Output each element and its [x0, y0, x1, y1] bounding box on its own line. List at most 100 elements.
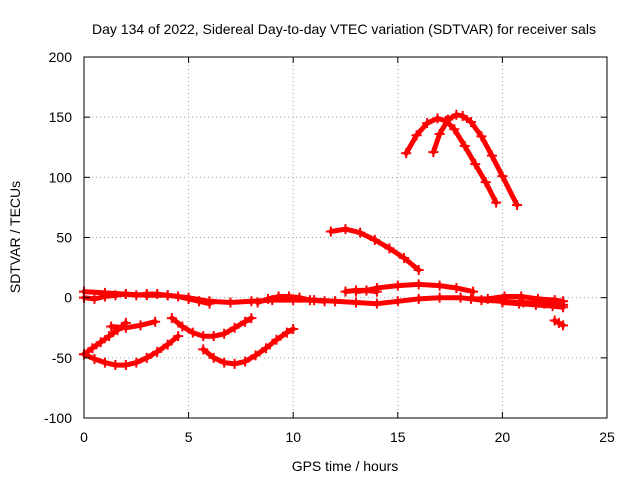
- data-point: [413, 293, 424, 304]
- x-tick-label: 25: [599, 429, 615, 445]
- series-line: [81, 333, 181, 368]
- data-point: [104, 331, 115, 342]
- data-point: [166, 313, 177, 324]
- data-point: [304, 295, 315, 306]
- data-point: [340, 286, 351, 297]
- data-point: [198, 331, 209, 342]
- data-point: [512, 200, 523, 211]
- data-point: [225, 297, 236, 308]
- data-point: [532, 293, 543, 304]
- data-point: [330, 296, 341, 307]
- series-arc-13: [79, 317, 131, 360]
- data-point: [371, 286, 382, 297]
- grid-layer: [84, 57, 607, 418]
- data-point: [369, 234, 380, 245]
- data-point: [451, 283, 462, 294]
- data-point: [187, 327, 198, 338]
- x-tick-label: 0: [80, 429, 88, 445]
- data-point: [413, 264, 424, 275]
- data-point: [252, 297, 263, 308]
- data-point: [547, 301, 558, 312]
- data-point: [141, 352, 152, 363]
- data-point: [558, 302, 569, 313]
- data-point: [131, 357, 142, 368]
- data-point: [281, 327, 292, 338]
- data-point: [491, 197, 502, 208]
- data-point: [246, 313, 257, 324]
- data-point: [451, 109, 462, 120]
- data-point: [120, 360, 131, 371]
- data-point: [110, 290, 121, 301]
- series-arc-10: [340, 285, 382, 297]
- data-point: [288, 323, 299, 334]
- data-point: [240, 356, 251, 367]
- data-point: [141, 289, 152, 300]
- data-point: [135, 320, 146, 331]
- series-arc-16: [198, 323, 299, 369]
- series-arc-07: [466, 291, 569, 307]
- series-arc-15: [166, 313, 257, 342]
- data-point: [361, 285, 372, 296]
- data-point: [106, 321, 117, 332]
- data-point: [457, 110, 468, 121]
- data-point: [131, 290, 142, 301]
- data-point: [516, 291, 527, 302]
- series-arc-04: [350, 279, 479, 297]
- data-point: [246, 296, 257, 307]
- data-point: [449, 124, 460, 135]
- series-arc-02: [428, 109, 523, 211]
- data-point: [350, 297, 361, 308]
- series-line: [108, 319, 158, 331]
- data-point: [399, 252, 410, 263]
- data-point: [499, 291, 510, 302]
- data-point: [87, 343, 98, 354]
- series-arc-01: [401, 113, 502, 208]
- series-arc-09: [549, 315, 569, 331]
- data-point: [319, 296, 330, 307]
- data-point: [162, 339, 173, 350]
- y-tick-label: 100: [49, 169, 73, 185]
- data-point: [392, 296, 403, 307]
- data-point: [428, 147, 439, 158]
- series-arc-08: [497, 297, 569, 313]
- y-tick-label: -50: [52, 350, 72, 366]
- data-point: [434, 292, 445, 303]
- data-point: [271, 334, 282, 345]
- x-tick-label: 5: [185, 429, 193, 445]
- data-point: [250, 350, 261, 361]
- data-point: [558, 320, 569, 331]
- data-point: [350, 285, 361, 296]
- data-point: [482, 293, 493, 304]
- data-point: [401, 148, 412, 159]
- series-arc-14: [106, 316, 161, 333]
- data-point: [411, 130, 422, 141]
- data-point: [384, 243, 395, 254]
- data-point: [240, 316, 251, 327]
- data-point: [120, 289, 131, 300]
- x-tick-label: 15: [390, 429, 406, 445]
- data-point: [263, 293, 274, 304]
- data-point: [443, 114, 454, 125]
- data-point: [261, 343, 272, 354]
- x-tick-label: 10: [285, 429, 301, 445]
- data-point: [466, 293, 477, 304]
- data-point: [120, 322, 131, 333]
- series-line: [200, 326, 296, 367]
- data-point: [150, 316, 161, 327]
- data-point: [173, 331, 184, 342]
- data-point: [152, 289, 163, 300]
- tick-layer: 0 5 10 15 20 25 -100 -50 0 50 100 150 200: [44, 49, 615, 445]
- data-point: [198, 344, 209, 355]
- data-point: [340, 224, 351, 235]
- data-point: [432, 113, 443, 124]
- y-tick-label: 0: [64, 290, 72, 306]
- series-line: [343, 287, 380, 295]
- x-axis-label: GPS time / hours: [292, 458, 399, 474]
- data-point: [89, 354, 100, 365]
- data-point: [486, 150, 497, 161]
- data-point: [434, 129, 445, 140]
- data-point: [99, 357, 110, 368]
- data-point: [422, 118, 433, 129]
- data-point: [459, 141, 470, 152]
- data-point: [325, 226, 336, 237]
